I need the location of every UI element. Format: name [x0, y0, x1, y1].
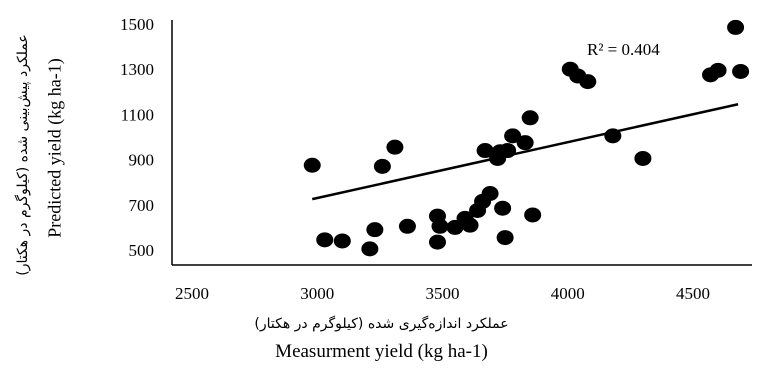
- data-point: [516, 135, 534, 151]
- data-point: [521, 110, 539, 126]
- x-tick-labels: 2500 3000 3500 4000 4500: [175, 284, 710, 303]
- x-tick-label: 4500: [676, 284, 710, 303]
- data-point: [333, 233, 351, 249]
- y-tick-label: 1300: [120, 60, 154, 79]
- data-point: [604, 128, 622, 144]
- data-point: [428, 234, 446, 250]
- y-tick-labels: 500 700 900 1100 1300 1500: [120, 15, 154, 260]
- data-point: [579, 74, 597, 90]
- data-point: [316, 232, 334, 248]
- data-point: [386, 139, 404, 155]
- y-tick-label: 1500: [120, 15, 154, 34]
- data-point: [373, 158, 391, 174]
- data-point: [476, 143, 494, 159]
- data-point: [398, 218, 416, 234]
- data-point: [494, 200, 512, 216]
- data-point: [303, 157, 321, 173]
- data-point: [499, 143, 517, 159]
- data-point: [361, 241, 379, 257]
- x-tick-label: 2500: [175, 284, 209, 303]
- data-point: [524, 207, 542, 223]
- data-point: [366, 222, 384, 238]
- data-point: [461, 217, 479, 233]
- r-squared-annotation: R² = 0.404: [587, 40, 660, 59]
- data-point: [732, 63, 750, 79]
- x-tick-label: 3000: [300, 284, 334, 303]
- y-axis-label-persian: عملکرد پیش‌بینی شده (کیلوگرم در هکتار): [15, 34, 31, 276]
- y-tick-label: 700: [129, 196, 155, 215]
- data-points: [303, 19, 750, 257]
- trendline: [311, 103, 739, 201]
- data-point: [634, 150, 652, 166]
- data-point: [431, 218, 449, 234]
- data-point: [504, 128, 522, 144]
- x-tick-label: 3500: [426, 284, 460, 303]
- data-point: [481, 186, 499, 201]
- data-point: [496, 230, 514, 246]
- x-axis-label-persian: عملکرد اندازه‌گیری شده (کیلوگرم در هکتار…: [254, 316, 509, 332]
- x-axis-label-english: Measurment yield (kg ha-1): [275, 341, 488, 362]
- y-tick-label: 900: [129, 151, 155, 170]
- y-tick-label: 500: [129, 241, 155, 260]
- y-tick-label: 1100: [121, 105, 154, 124]
- y-axis-label-english: Predicted yield (kg ha-1): [44, 58, 65, 238]
- x-tick-label: 4000: [551, 284, 585, 303]
- data-point: [709, 62, 727, 78]
- data-point: [727, 19, 745, 35]
